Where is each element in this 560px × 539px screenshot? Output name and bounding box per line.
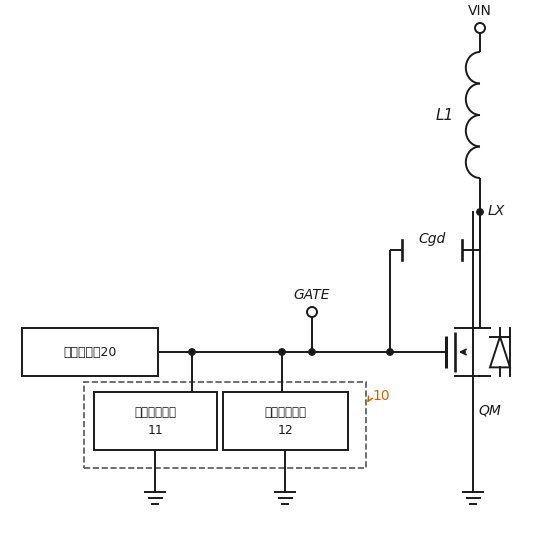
Text: GATE: GATE <box>294 288 330 302</box>
Text: 10: 10 <box>372 389 390 403</box>
Text: L1: L1 <box>436 107 454 122</box>
Circle shape <box>475 23 485 33</box>
Text: 12: 12 <box>278 424 293 437</box>
Circle shape <box>307 307 317 317</box>
Text: QM: QM <box>479 404 501 418</box>
Text: 第一锗位电路: 第一锗位电路 <box>134 405 176 418</box>
FancyBboxPatch shape <box>22 328 158 376</box>
Circle shape <box>279 349 285 355</box>
Text: 11: 11 <box>148 424 164 437</box>
FancyBboxPatch shape <box>223 392 348 450</box>
Circle shape <box>387 349 393 355</box>
FancyBboxPatch shape <box>94 392 217 450</box>
Text: 第一控制器20: 第一控制器20 <box>63 345 116 358</box>
Text: Cgd: Cgd <box>418 232 446 246</box>
Circle shape <box>189 349 195 355</box>
Text: LX: LX <box>488 204 505 218</box>
Circle shape <box>477 209 483 215</box>
Circle shape <box>309 349 315 355</box>
Text: VIN: VIN <box>468 4 492 18</box>
Text: 第二锗位电路: 第二锗位电路 <box>264 405 306 418</box>
